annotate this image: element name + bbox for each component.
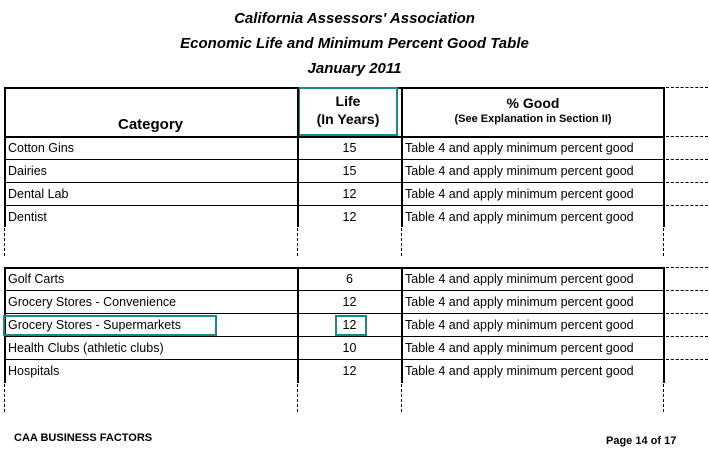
group2-top-border	[4, 267, 664, 269]
cell-good: Table 4 and apply minimum percent good	[405, 341, 634, 355]
cell-good: Table 4 and apply minimum percent good	[405, 141, 634, 155]
column-header-category: Category	[117, 116, 184, 133]
group2-top-dash	[666, 267, 708, 268]
cell-category: Hospitals	[8, 364, 60, 378]
row-dash	[666, 336, 708, 337]
life-header-highlight	[298, 87, 398, 136]
column-header-good-line1: % Good	[506, 95, 560, 111]
cell-category: Cotton Gins	[8, 141, 75, 155]
gap-dash	[297, 228, 298, 256]
footer-left: CAA BUSINESS FACTORS	[14, 432, 153, 444]
divider-life-left	[297, 87, 299, 227]
row-divider	[4, 359, 664, 360]
gap-dash	[4, 384, 5, 412]
footer-page-number: Page 14 of 17	[606, 435, 677, 447]
cell-category: Dairies	[8, 164, 47, 178]
row-dash	[666, 205, 708, 206]
cell-category: Grocery Stores - Supermarkets	[8, 318, 181, 332]
cell-life: 15	[342, 141, 357, 155]
cell-good: Table 4 and apply minimum percent good	[405, 187, 634, 201]
gap-dash	[401, 228, 402, 256]
group2-divider-life-left	[297, 267, 299, 383]
cell-life: 10	[342, 341, 357, 355]
table-right-border	[663, 87, 665, 227]
table-left-border	[4, 87, 6, 227]
cell-life: 12	[342, 295, 357, 309]
gap-dash	[401, 384, 402, 412]
header-bottom-dash	[666, 136, 708, 137]
gap-dash	[297, 384, 298, 412]
row-divider	[4, 336, 664, 337]
header-bottom-border	[4, 136, 664, 138]
cell-category: Dentist	[8, 210, 47, 224]
cell-category: Grocery Stores - Convenience	[8, 295, 177, 309]
row-divider	[4, 290, 664, 291]
row-dash	[666, 359, 708, 360]
doc-subtitle: Economic Life and Minimum Percent Good T…	[180, 35, 529, 52]
row-divider	[4, 182, 664, 183]
column-header-good-line2: (See Explanation in Section II)	[454, 113, 612, 125]
category-highlight	[3, 315, 217, 336]
cell-life: 15	[342, 164, 357, 178]
gap-dash	[4, 228, 5, 256]
row-divider	[4, 313, 664, 314]
row-dash	[666, 159, 708, 160]
cell-category: Golf Carts	[8, 272, 65, 286]
group2-right-border	[663, 267, 665, 383]
gap-dash	[663, 384, 664, 412]
column-header-life: Life (In Years)	[298, 92, 398, 128]
gap-dash	[663, 228, 664, 256]
cell-good: Table 4 and apply minimum percent good	[405, 318, 634, 332]
row-divider	[4, 205, 664, 206]
row-divider	[4, 159, 664, 160]
column-header-life-line1: Life	[335, 93, 361, 109]
cell-category: Health Clubs (athletic clubs)	[8, 341, 164, 355]
cell-life: 12	[342, 210, 357, 224]
life-value-highlight	[335, 315, 367, 336]
cell-life: 6	[346, 272, 353, 286]
cell-good: Table 4 and apply minimum percent good	[405, 295, 634, 309]
row-dash	[666, 182, 708, 183]
group2-divider-life-right	[401, 267, 403, 383]
doc-date: January 2011	[307, 60, 402, 77]
cell-life: 12	[342, 187, 357, 201]
cell-good: Table 4 and apply minimum percent good	[405, 210, 634, 224]
column-header-good: % Good (See Explanation in Section II)	[402, 95, 664, 126]
column-header-life-line2: (In Years)	[316, 111, 380, 127]
doc-title: California Assessors' Association	[234, 10, 475, 27]
cell-good: Table 4 and apply minimum percent good	[405, 272, 634, 286]
row-dash	[666, 313, 708, 314]
row-dash	[666, 290, 708, 291]
cell-life: 12	[342, 364, 357, 378]
cell-good: Table 4 and apply minimum percent good	[405, 164, 634, 178]
cell-good: Table 4 and apply minimum percent good	[405, 364, 634, 378]
table-top-dash	[666, 87, 708, 88]
divider-life-right	[401, 87, 403, 227]
cell-life: 12	[342, 318, 357, 332]
cell-category: Dental Lab	[8, 187, 69, 201]
